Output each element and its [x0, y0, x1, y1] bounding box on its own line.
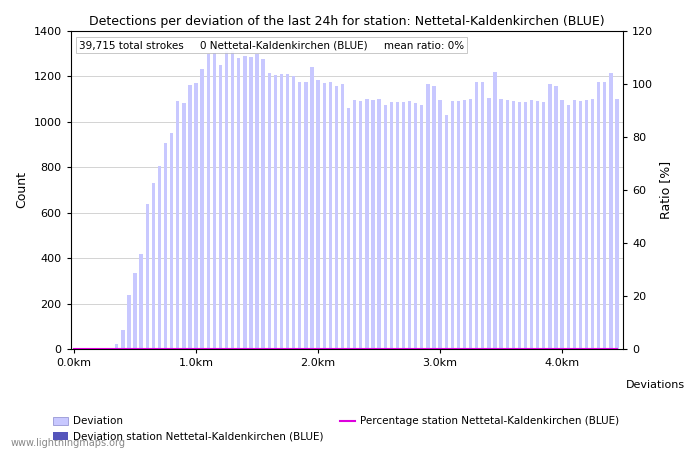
Bar: [408, 101, 412, 350]
Bar: [103, 348, 106, 350]
Bar: [451, 101, 454, 350]
Bar: [274, 75, 277, 350]
Bar: [164, 143, 167, 350]
Bar: [182, 104, 186, 350]
Bar: [310, 67, 314, 350]
Bar: [91, 349, 94, 350]
Bar: [335, 86, 338, 350]
Bar: [438, 100, 442, 350]
Bar: [127, 295, 131, 350]
Bar: [146, 204, 149, 350]
Bar: [377, 99, 381, 350]
Bar: [286, 74, 289, 350]
Bar: [518, 102, 521, 350]
Bar: [530, 100, 533, 350]
Text: 39,715 total strokes     0 Nettetal-Kaldenkirchen (BLUE)     mean ratio: 0%: 39,715 total strokes 0 Nettetal-Kaldenki…: [79, 40, 464, 50]
Bar: [499, 99, 503, 350]
Text: www.lightningmaps.org: www.lightningmaps.org: [10, 438, 125, 448]
Bar: [615, 99, 619, 350]
Bar: [292, 76, 295, 350]
Bar: [512, 101, 515, 350]
Bar: [304, 82, 307, 350]
Bar: [200, 69, 204, 350]
Bar: [433, 86, 435, 350]
Bar: [365, 99, 369, 350]
Bar: [262, 59, 265, 350]
Bar: [475, 82, 478, 350]
Bar: [554, 86, 558, 350]
Y-axis label: Ratio [%]: Ratio [%]: [659, 161, 672, 219]
Bar: [213, 54, 216, 350]
Bar: [456, 101, 460, 350]
Bar: [395, 102, 399, 350]
Bar: [158, 166, 161, 350]
Bar: [347, 108, 350, 350]
Bar: [371, 100, 374, 350]
Bar: [323, 83, 326, 350]
Bar: [237, 58, 241, 350]
Bar: [195, 83, 197, 350]
Bar: [219, 65, 222, 350]
Bar: [97, 349, 100, 350]
Bar: [390, 102, 393, 350]
Bar: [548, 84, 552, 350]
Bar: [267, 73, 271, 350]
Bar: [414, 104, 417, 350]
Bar: [384, 104, 387, 350]
Bar: [603, 82, 606, 350]
Bar: [115, 344, 118, 350]
Bar: [566, 104, 570, 350]
Bar: [579, 101, 582, 350]
Text: Deviations: Deviations: [626, 380, 685, 390]
Bar: [420, 104, 424, 350]
Bar: [256, 54, 259, 350]
Bar: [206, 54, 210, 350]
Bar: [109, 349, 112, 350]
Bar: [359, 101, 363, 350]
Bar: [463, 100, 466, 350]
Title: Detections per deviation of the last 24h for station: Nettetal-Kaldenkirchen (BL: Detections per deviation of the last 24h…: [89, 15, 605, 28]
Bar: [591, 99, 594, 350]
Bar: [469, 99, 472, 350]
Bar: [316, 80, 320, 350]
Bar: [402, 102, 405, 350]
Bar: [597, 82, 601, 350]
Bar: [280, 74, 284, 350]
Bar: [72, 349, 76, 350]
Bar: [231, 51, 234, 350]
Bar: [249, 57, 253, 350]
Bar: [353, 100, 356, 350]
Bar: [243, 56, 246, 350]
Bar: [85, 349, 88, 350]
Bar: [584, 100, 588, 350]
Bar: [426, 84, 430, 350]
Bar: [139, 254, 143, 350]
Bar: [494, 72, 497, 350]
Bar: [524, 102, 527, 350]
Bar: [444, 115, 448, 350]
Bar: [225, 51, 228, 350]
Bar: [487, 98, 491, 350]
Bar: [505, 100, 509, 350]
Bar: [78, 349, 82, 350]
Bar: [561, 100, 564, 350]
Bar: [298, 82, 302, 350]
Bar: [341, 84, 344, 350]
Bar: [573, 100, 576, 350]
Bar: [188, 85, 192, 350]
Bar: [609, 73, 612, 350]
Bar: [536, 101, 540, 350]
Bar: [121, 330, 125, 350]
Y-axis label: Count: Count: [15, 171, 28, 208]
Bar: [542, 102, 545, 350]
Legend: Deviation, Deviation station Nettetal-Kaldenkirchen (BLUE), Percentage station N: Deviation, Deviation station Nettetal-Ka…: [50, 414, 622, 445]
Bar: [328, 82, 332, 350]
Bar: [134, 273, 136, 350]
Bar: [481, 82, 484, 350]
Bar: [170, 133, 174, 350]
Bar: [152, 183, 155, 350]
Bar: [176, 101, 179, 350]
